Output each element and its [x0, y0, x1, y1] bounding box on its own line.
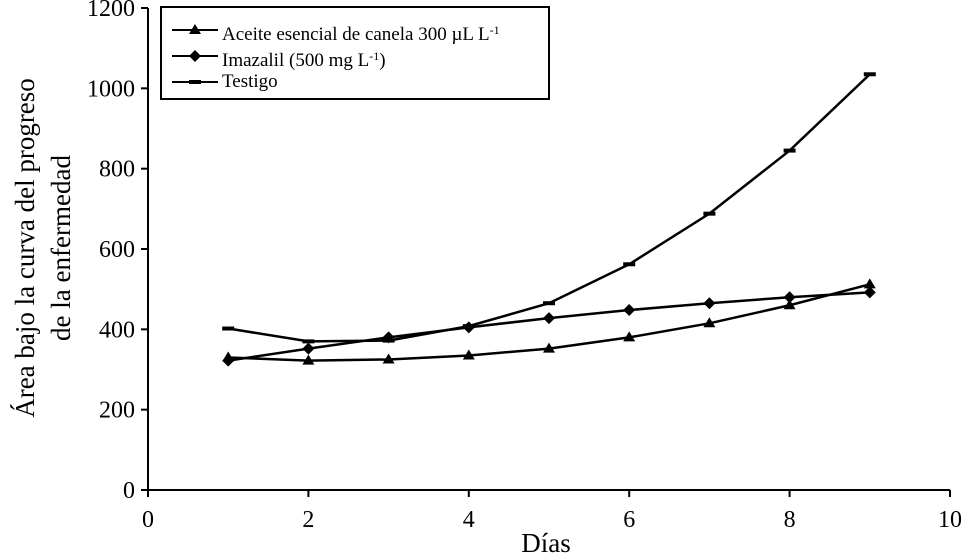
legend-item-imazalil: Imazalil (500 mg L-1) [170, 44, 546, 71]
x-tick-label: 10 [938, 507, 962, 533]
legend: Aceite esencial de canela 300 µL L-1 Ima… [160, 6, 550, 100]
x-tick-label: 8 [784, 507, 796, 533]
y-axis: 0 200 400 600 800 1000 1200 [87, 0, 149, 504]
y-axis-title-line2: de la enfermedad [46, 155, 76, 341]
y-axis-title-line1: Área bajo la curva del progreso [10, 78, 40, 418]
y-tick-label: 400 [99, 317, 135, 343]
data-point [703, 297, 716, 310]
x-axis: 0 2 4 6 8 10 [142, 489, 962, 533]
series-layer [222, 72, 876, 367]
x-tick-label: 4 [463, 507, 475, 533]
data-point [623, 304, 636, 317]
data-point [302, 354, 315, 365]
data-point [543, 312, 555, 325]
data-point [623, 331, 636, 342]
data-point [462, 349, 475, 360]
dash-marker-icon [189, 80, 201, 84]
x-tick-label: 6 [623, 507, 635, 533]
data-point [222, 354, 235, 367]
data-point [863, 72, 876, 77]
legend-label: Testigo [222, 71, 278, 92]
x-tick-label: 0 [142, 507, 154, 533]
data-point [783, 148, 796, 153]
data-point [382, 353, 395, 364]
y-tick-label: 800 [99, 157, 135, 183]
data-point [462, 324, 475, 329]
data-point [783, 291, 796, 304]
y-tick-label: 600 [99, 237, 135, 263]
diamond-marker-icon [189, 50, 201, 62]
y-tick-label: 1200 [87, 0, 135, 22]
legend-superscript: -1 [369, 49, 380, 63]
data-point [302, 342, 315, 355]
legend-label: Aceite esencial de canela 300 µL L [222, 24, 490, 45]
data-point [543, 342, 555, 353]
series-3 [222, 72, 876, 344]
legend-label-suffix: ) [379, 50, 386, 71]
legend-label: Imazalil (500 mg L [222, 50, 370, 71]
y-tick-label: 0 [123, 478, 135, 504]
data-point [703, 211, 716, 216]
data-point [382, 338, 395, 343]
x-tick-label: 2 [302, 507, 314, 533]
series-2 [222, 286, 876, 367]
data-point [783, 299, 796, 310]
legend-item-testigo: Testigo [170, 70, 546, 96]
legend-item-canela: Aceite esencial de canela 300 µL L-1 [170, 18, 546, 45]
data-point [863, 286, 876, 299]
y-tick-label: 1000 [87, 76, 135, 102]
data-point [623, 262, 636, 267]
data-point [543, 301, 555, 306]
triangle-marker-icon [189, 24, 201, 34]
data-point [302, 339, 315, 344]
data-point [222, 326, 235, 331]
legend-superscript: -1 [489, 23, 500, 37]
data-point [863, 278, 876, 289]
data-point [703, 317, 716, 328]
x-axis-title: Días [521, 528, 571, 556]
y-tick-label: 200 [99, 398, 135, 424]
